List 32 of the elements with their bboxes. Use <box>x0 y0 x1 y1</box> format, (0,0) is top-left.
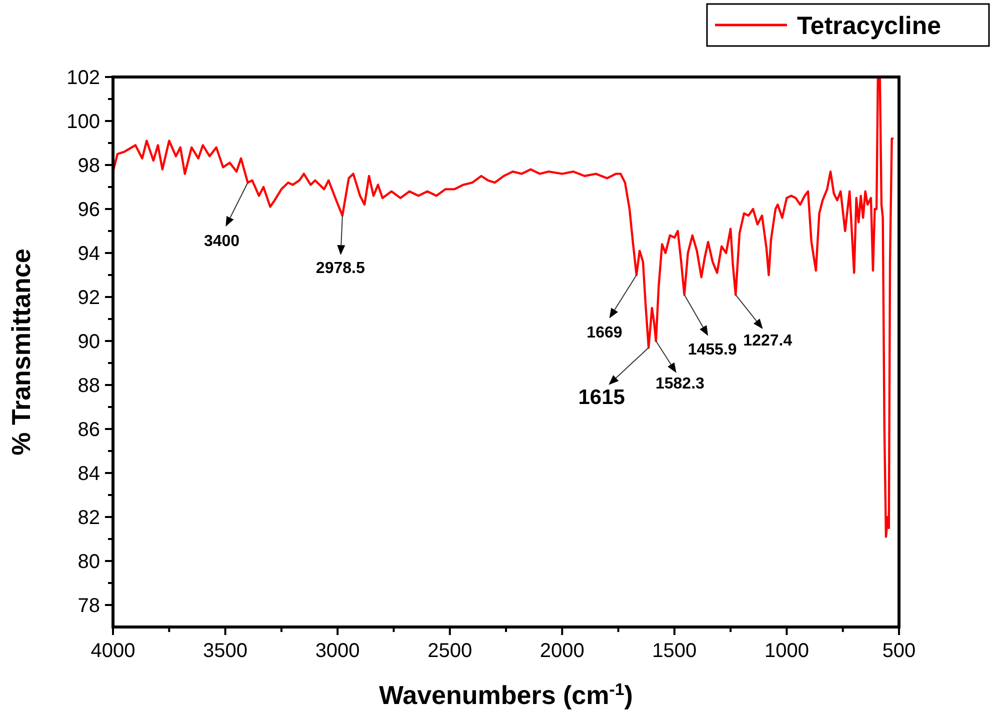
y-axis-title: % Transmittance <box>6 248 36 456</box>
x-tick-label: 1000 <box>764 640 809 662</box>
y-tick-label: 86 <box>78 419 100 441</box>
annotation: 1582.3 <box>655 376 705 393</box>
y-tick-label: 82 <box>78 507 100 529</box>
x-tick-label: 2500 <box>428 640 472 662</box>
annotation: 1227.4 <box>743 332 792 350</box>
x-tick-label: 3000 <box>315 640 360 662</box>
annotation: 1669 <box>586 324 622 342</box>
y-tick-label: 80 <box>78 551 100 573</box>
x-tick-label: 4000 <box>90 640 136 662</box>
y-tick-label: 94 <box>78 243 100 265</box>
x-axis-title: Wavenumbers (cm$^{-1}$) <box>379 680 633 710</box>
annotation: 3400 <box>204 233 240 250</box>
line-series <box>112 78 894 538</box>
x-tick-label: 1500 <box>652 640 697 662</box>
y-tick-label: 90 <box>78 331 100 353</box>
annotation: 2978.5 <box>316 260 365 278</box>
y-tick-label: 92 <box>78 287 100 309</box>
legend-label: Tetracycline <box>797 12 942 40</box>
y-tick-label: 78 <box>78 595 100 617</box>
y-tick-label: 96 <box>78 199 100 221</box>
x-tick-label: 3500 <box>203 640 248 662</box>
y-tick-label: 84 <box>78 463 100 485</box>
annotation: 1615 <box>578 386 626 409</box>
y-tick-label: 88 <box>78 375 100 397</box>
y-tick-label: 100 <box>66 111 100 133</box>
y-tick-label: 102 <box>66 67 100 89</box>
x-tick-label: 500 <box>882 640 916 662</box>
y-tick-label: 98 <box>78 155 100 177</box>
annotation: 1455.9 <box>688 341 737 358</box>
x-tick-label: 2000 <box>540 640 584 662</box>
